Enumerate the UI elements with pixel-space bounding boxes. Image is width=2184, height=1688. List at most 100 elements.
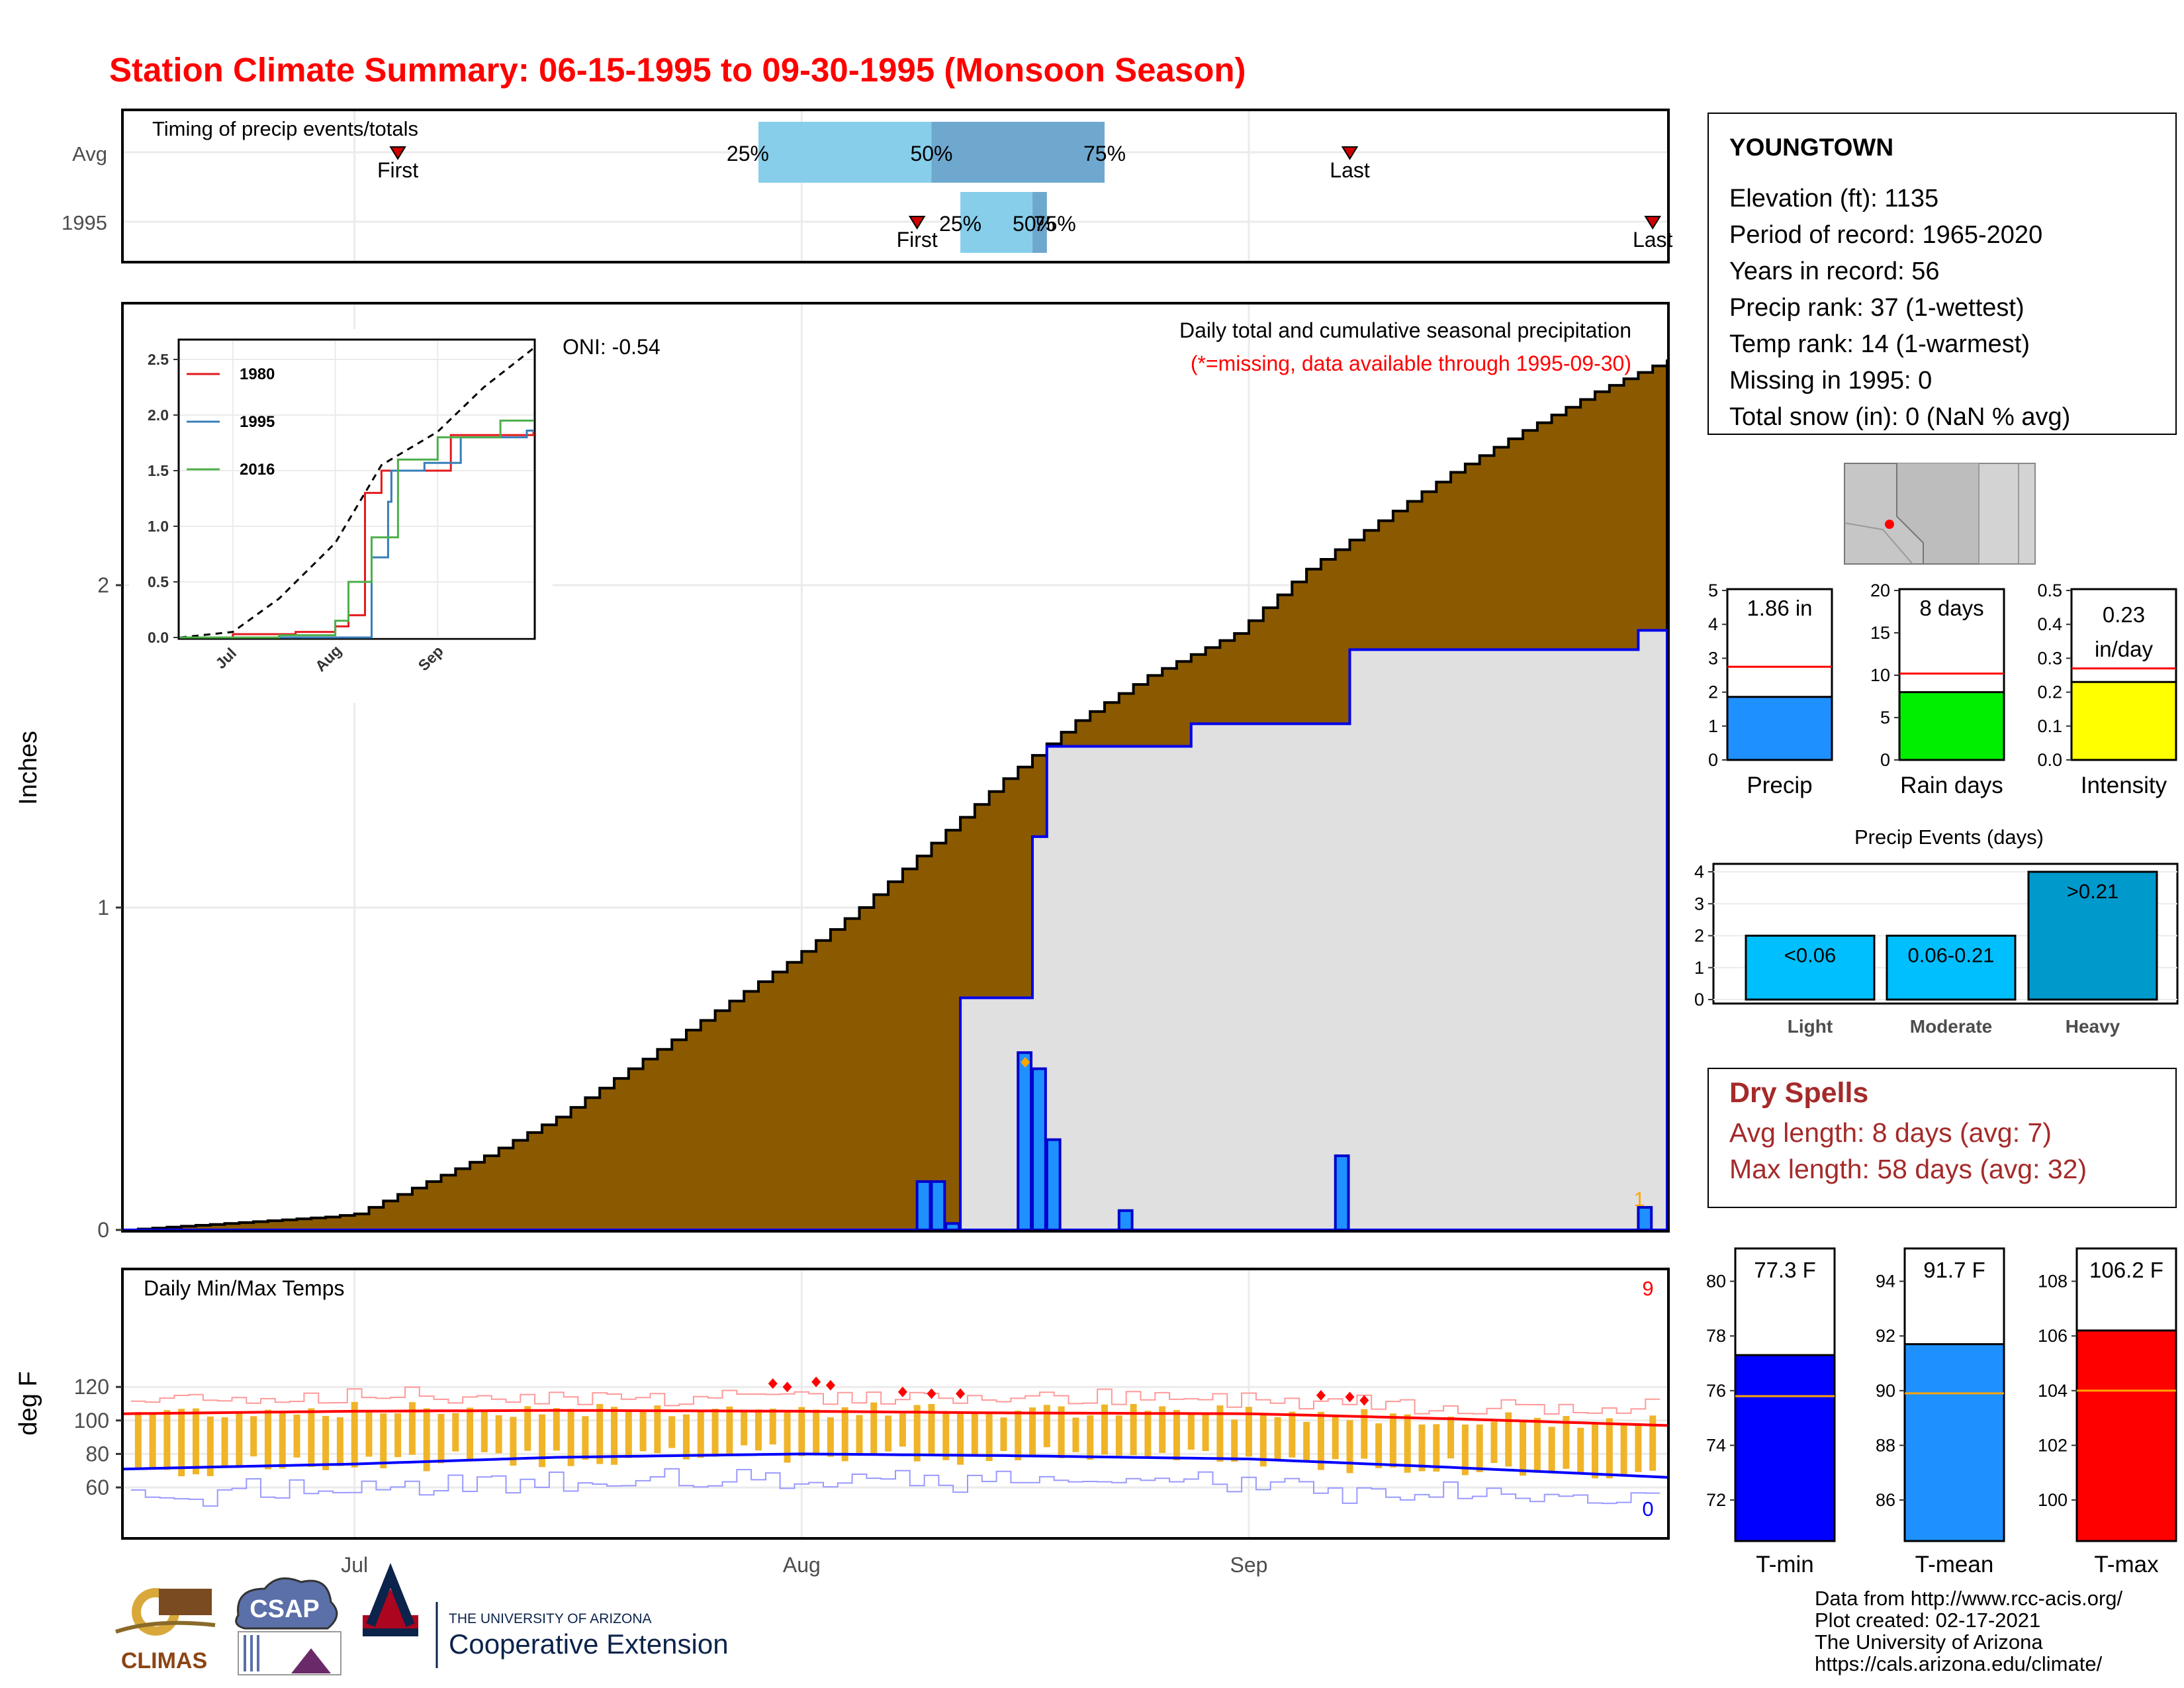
daily-temp-bar	[1563, 1416, 1570, 1469]
temp-bar-label: T-min	[1756, 1552, 1814, 1577]
daily-precip-bar	[1334, 1154, 1350, 1231]
ua-big-text: Cooperative Extension	[449, 1628, 729, 1660]
locator-map	[1844, 463, 2036, 565]
record-high-marker	[825, 1380, 835, 1391]
daily-temp-bar	[798, 1407, 805, 1456]
daily-temp-bar	[841, 1407, 848, 1462]
temp-y-label: deg F	[15, 1371, 42, 1435]
temp-bar-tick-label: 108	[2038, 1272, 2068, 1291]
q50-label: 50%	[1013, 212, 1055, 236]
temp-bar-label: T-max	[2094, 1552, 2159, 1577]
temp-bar-tick-label: 86	[1876, 1490, 1895, 1510]
daily-temp-bar	[467, 1407, 474, 1462]
daily-temp-bar	[1317, 1411, 1324, 1470]
year-iqr-upper-box	[1032, 192, 1047, 253]
daily-temp-bar	[351, 1401, 358, 1468]
daily-temp-bar	[452, 1413, 459, 1452]
legend-label: 1995	[240, 413, 275, 431]
y-tick-label: 60	[85, 1476, 109, 1499]
q25-label: 25%	[939, 212, 981, 236]
footer-url: https://cals.arizona.edu/climate/	[1815, 1652, 2103, 1675]
x-tick-label: Jul	[341, 1553, 368, 1577]
inset-avg-line	[179, 348, 534, 639]
mini-bar-tick-label: 15	[1870, 623, 1890, 643]
footer-org: The University of Arizona	[1815, 1630, 2043, 1654]
daily-temp-bar	[163, 1410, 171, 1470]
daily-temp-bar	[741, 1410, 748, 1446]
daily-temp-bar	[308, 1408, 315, 1467]
timing-label: Timing of precip events/totals	[152, 117, 418, 140]
daily-temp-bar	[1000, 1417, 1007, 1451]
last-label: Last	[1633, 228, 1673, 252]
daily-temp-bar	[668, 1416, 676, 1448]
daily-temp-bar	[221, 1417, 228, 1468]
daily-temp-bar	[769, 1409, 776, 1445]
avg-iqr-lower-box	[758, 122, 932, 183]
mini-bar-value-text: 1.86 in	[1747, 596, 1812, 620]
y-tick-label: 100	[74, 1409, 109, 1432]
inset-y-tick-label: 0.5	[148, 573, 169, 590]
inset-line-1980	[180, 432, 535, 639]
temp-panel: Daily Min/Max Temps deg F 9 0 60 80 100 120	[15, 1268, 1670, 1540]
mini-bar-tick-label: 5	[1880, 708, 1890, 727]
mini-bar-tick-label: 10	[1870, 665, 1890, 685]
q75-label: 75%	[1083, 142, 1126, 165]
daily-temp-bar	[1115, 1415, 1122, 1456]
mini-bar-value-text: in/day	[2095, 637, 2154, 661]
mini-bar-value	[2070, 680, 2177, 761]
daily-temp-bar	[1274, 1417, 1281, 1460]
record-high-marker	[768, 1378, 778, 1389]
temp-bar-value	[2075, 1329, 2177, 1542]
daily-temp-bar	[1520, 1420, 1527, 1476]
record-high-marker	[897, 1386, 907, 1397]
daily-temp-bar	[885, 1415, 892, 1452]
x-tick-label: Sep	[1230, 1553, 1267, 1577]
last-label: Last	[1330, 158, 1370, 182]
daily-temp-bar	[654, 1405, 661, 1454]
row-label-year: 1995	[62, 211, 107, 234]
temp-bar-tick-label: 72	[1706, 1490, 1726, 1510]
footer-source: Data from http://www.rcc-acis.org/	[1815, 1587, 2123, 1610]
legend-label: 1980	[240, 365, 275, 383]
temp-bar-chart-t-min: 72 74 76 78 80 77.3 F T-min	[1706, 1247, 1836, 1577]
temp-bar-tick-label: 92	[1876, 1326, 1895, 1346]
footer-credits: Data from http://www.rcc-acis.org/ Plot …	[1815, 1587, 2123, 1675]
events-bar-label: Moderate	[1910, 1016, 1992, 1037]
daily-precip-bar	[944, 1222, 961, 1232]
events-bar-label: Light	[1788, 1016, 1833, 1037]
daily-temp-bar	[322, 1416, 330, 1470]
daily-temp-bar	[567, 1409, 574, 1466]
temp-bar-tick-label: 80	[1706, 1272, 1726, 1291]
events-bar-heavy	[2027, 870, 2158, 1001]
temp-bar-chart-t-max: 100 102 104 106 108 106.2 F T-max	[2038, 1247, 2177, 1577]
events-tick-label: 3	[1694, 894, 1704, 914]
precip-y-label: Inches	[15, 731, 42, 805]
temp-bar-tick-label: 78	[1706, 1326, 1726, 1346]
mini-bar-tick-label: 5	[1708, 581, 1718, 600]
daily-temp-bar	[1072, 1417, 1079, 1452]
daily-temp-bar	[480, 1409, 488, 1452]
y-tick-label: 0	[97, 1218, 109, 1242]
daily-temp-bar	[856, 1415, 863, 1454]
y-tick-label: 2	[97, 573, 109, 597]
mini-bar-tick-label: 20	[1870, 581, 1890, 600]
daily-temp-bar	[1332, 1415, 1339, 1460]
mini-bar-chart-rain-days: 0 5 10 15 20 8 days Rain days	[1870, 581, 2005, 798]
daily-temp-bar	[1187, 1413, 1195, 1450]
daily-temp-bar	[784, 1410, 791, 1463]
daily-temp-bar	[582, 1416, 589, 1460]
station-info-line: Period of record: 1965-2020	[1729, 221, 2042, 249]
mini-bar-value	[1898, 691, 2005, 761]
daily-temp-bar	[697, 1410, 704, 1458]
mini-bar-tick-label: 0	[1880, 750, 1890, 770]
mini-bar-label: Intensity	[2081, 773, 2167, 798]
temp-label: Daily Min/Max Temps	[144, 1276, 344, 1300]
daily-temp-bar	[206, 1416, 214, 1476]
row-label-avg: Avg	[72, 142, 107, 165]
daily-temp-bar	[178, 1409, 185, 1477]
dry-spells-avg: Avg length: 8 days (avg: 7)	[1729, 1117, 2052, 1148]
daily-temp-bar	[1346, 1420, 1353, 1474]
daily-temp-bar	[134, 1412, 142, 1468]
event-marker	[1341, 146, 1359, 160]
